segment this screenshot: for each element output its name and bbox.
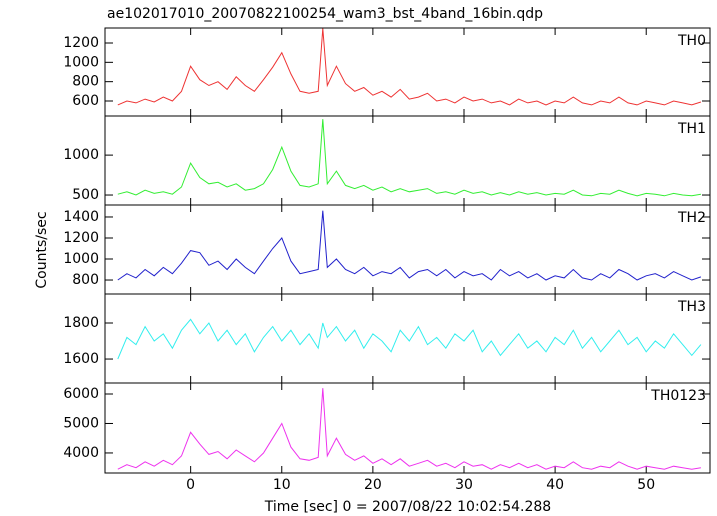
panel-label: TH0	[677, 33, 706, 49]
x-tick-label: 20	[364, 477, 382, 493]
x-tick-label: 40	[546, 477, 564, 493]
chart-title: ae102017010_20070822100254_wam3_bst_4ban…	[107, 6, 543, 22]
x-tick-label: 30	[455, 477, 473, 493]
x-tick-label: 50	[637, 477, 655, 493]
x-tick-label: 0	[186, 477, 195, 493]
panel-frame	[104, 27, 711, 117]
x-tick-label: 10	[273, 477, 291, 493]
light-curve	[117, 28, 702, 106]
y-tick-label: 1600	[63, 351, 99, 367]
y-tick-label: 4000	[63, 445, 99, 461]
y-tick-label: 1000	[63, 147, 99, 163]
light-curve	[117, 210, 702, 281]
panel-label: TH1	[677, 121, 706, 137]
x-axis-label: Time [sec] 0 = 2007/08/22 10:02:54.288	[264, 499, 551, 515]
panel-frame	[104, 204, 711, 295]
y-tick-label: 600	[72, 93, 99, 109]
y-tick-label: 1000	[63, 54, 99, 70]
panel-frame	[104, 382, 711, 474]
light-curve	[117, 119, 701, 197]
panel-label: TH3	[677, 299, 706, 315]
y-axis-label: Counts/sec	[34, 211, 50, 288]
y-tick-label: 1400	[63, 209, 99, 225]
y-tick-label: 5000	[63, 415, 99, 431]
y-tick-label: 1000	[63, 251, 99, 267]
y-tick-label: 800	[72, 74, 99, 90]
panel-label: TH0123	[650, 388, 706, 404]
y-tick-label: 6000	[63, 386, 99, 402]
panel-label: TH2	[677, 210, 706, 226]
y-tick-label: 800	[72, 272, 99, 288]
y-tick-label: 1200	[63, 230, 99, 246]
y-tick-label: 1800	[63, 315, 99, 331]
light-curve	[117, 388, 701, 470]
y-tick-label: 500	[72, 187, 99, 203]
light-curve	[117, 318, 702, 360]
y-tick-label: 1200	[63, 35, 99, 51]
